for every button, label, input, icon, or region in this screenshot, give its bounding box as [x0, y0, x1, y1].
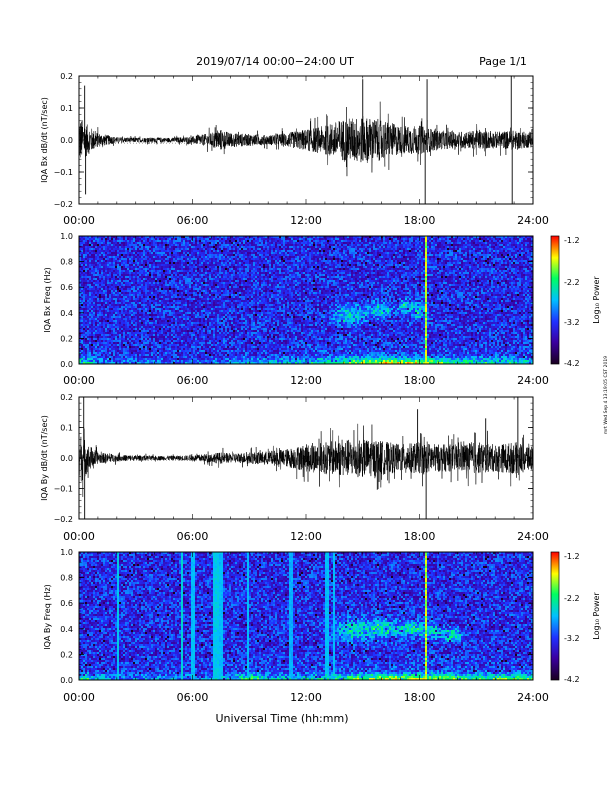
x-tick-label: 18:00 — [404, 214, 436, 227]
credit-note: mrt Wed Sep 4 13:19:05 CST 2019 — [603, 356, 609, 434]
plot-title: 2019/07/14 00:00−24:00 UT — [196, 55, 354, 68]
panel-by-dbdt: 0.2 0.1 0.0 −0.1 −0.2 IQA By dB/dt (nT/sec) — [40, 393, 534, 524]
y-tick-label: 0.1 — [60, 104, 73, 113]
x-tick-label: 18:00 — [404, 691, 436, 704]
by-spectrogram-y-ticks: 1.0 0.8 0.6 0.4 0.2 0.0 — [60, 548, 534, 685]
x-tick-label: 12:00 — [290, 691, 322, 704]
y-tick-label: 0.1 — [60, 424, 73, 433]
y-tick-label: 1.0 — [60, 232, 73, 241]
bx-colorbar-tick: -1.2 — [564, 236, 580, 245]
by-dbdt-y-ticks: 0.2 0.1 0.0 −0.1 −0.2 — [54, 393, 534, 524]
bx-colorbar-label: Log₁₀ Power — [592, 276, 601, 324]
x-tick-label: 24:00 — [517, 374, 549, 387]
x-tick-label: 12:00 — [290, 214, 322, 227]
bx-colorbar-tick: -4.2 — [564, 359, 580, 368]
bx-dbdt-y-ticks: 0.2 0.1 0.0 −0.1 −0.2 — [54, 72, 534, 209]
bx-colorbar-tick: -3.2 — [564, 318, 580, 327]
x-tick-label: 18:00 — [404, 374, 436, 387]
x-tick-label: 18:00 — [404, 530, 436, 543]
y-tick-label: 0.2 — [60, 650, 73, 659]
y-tick-label: 0.2 — [60, 72, 73, 81]
panel3-x-ticks: 00:00 06:00 12:00 18:00 24:00 — [63, 530, 549, 543]
bx-colorbar-gradient — [550, 235, 560, 365]
bx-colorbar: -1.2 -2.2 -3.2 -4.2 Log₁₀ Power — [550, 235, 601, 368]
by-spectrogram-image — [79, 552, 533, 680]
x-tick-label: 24:00 — [517, 530, 549, 543]
y-tick-label: 0.6 — [60, 599, 73, 608]
y-tick-label: 0.6 — [60, 283, 73, 292]
x-tick-label: 06:00 — [177, 374, 209, 387]
x-tick-label: 24:00 — [517, 214, 549, 227]
by-spectrogram-ylabel: IQA By Freq (Hz) — [43, 584, 52, 650]
by-colorbar-gradient — [550, 551, 560, 681]
panel-bx-dbdt: 0.2 0.1 0.0 −0.1 −0.2 IQA Bx dB/dt (nT/sec) — [40, 72, 534, 209]
y-tick-label: −0.1 — [54, 485, 73, 494]
panel4-x-ticks: 00:00 06:00 12:00 18:00 24:00 — [63, 691, 549, 704]
y-tick-label: 0.8 — [60, 258, 73, 267]
y-tick-label: −0.1 — [54, 168, 73, 177]
y-tick-label: 0.0 — [60, 676, 73, 685]
panel2-x-ticks: 00:00 06:00 12:00 18:00 24:00 — [63, 374, 549, 387]
x-tick-label: 00:00 — [63, 691, 95, 704]
spectrogram-raster — [79, 552, 533, 680]
panel-by-spectrogram: 1.0 0.8 0.6 0.4 0.2 0.0 IQA By Freq (Hz) -1.2… — [43, 548, 601, 685]
bx-spectrogram-ylabel: IQA Bx Freq (Hz) — [43, 267, 52, 333]
x-tick-label: 00:00 — [63, 214, 95, 227]
x-tick-label: 12:00 — [290, 374, 322, 387]
x-tick-label: 00:00 — [63, 374, 95, 387]
x-tick-label: 06:00 — [177, 214, 209, 227]
bx-spectrogram-y-ticks: 1.0 0.8 0.6 0.4 0.2 0.0 — [60, 232, 534, 369]
bx-dbdt-trace — [78, 76, 534, 204]
x-tick-label: 06:00 — [177, 530, 209, 543]
by-dbdt-ylabel: IQA By dB/dt (nT/sec) — [40, 415, 49, 501]
spectrogram-raster — [79, 236, 533, 364]
by-colorbar-tick: -2.2 — [564, 594, 580, 603]
by-colorbar-tick: -1.2 — [564, 552, 580, 561]
y-tick-label: 0.2 — [60, 393, 73, 402]
by-colorbar-tick: -3.2 — [564, 634, 580, 643]
x-tick-label: 06:00 — [177, 691, 209, 704]
y-tick-label: −0.2 — [54, 200, 73, 209]
panel1-x-ticks: 00:00 06:00 12:00 18:00 24:00 — [63, 214, 549, 227]
y-tick-label: 1.0 — [60, 548, 73, 557]
y-tick-label: 0.0 — [60, 360, 73, 369]
bx-dbdt-ylabel: IQA Bx dB/dt (nT/sec) — [40, 97, 49, 183]
trace-line — [78, 423, 534, 497]
bx-colorbar-tick: -2.2 — [564, 278, 580, 287]
x-tick-label: 24:00 — [517, 691, 549, 704]
by-colorbar: -1.2 -2.2 -3.2 -4.2 Log₁₀ Power — [550, 551, 601, 684]
y-tick-label: 0.2 — [60, 334, 73, 343]
y-tick-label: 0.4 — [60, 309, 73, 318]
panel-bx-spectrogram: 1.0 0.8 0.6 0.4 0.2 0.0 IQA Bx Freq (Hz) -1.2… — [43, 232, 601, 369]
y-tick-label: −0.2 — [54, 515, 73, 524]
bx-spectrogram-image — [79, 236, 533, 364]
by-colorbar-tick: -4.2 — [564, 675, 580, 684]
x-tick-label: 00:00 — [63, 530, 95, 543]
y-tick-label: 0.0 — [60, 454, 73, 463]
page-indicator: Page 1/1 — [479, 55, 527, 68]
y-tick-label: 0.8 — [60, 574, 73, 583]
x-tick-label: 12:00 — [290, 530, 322, 543]
y-tick-label: 0.0 — [60, 136, 73, 145]
y-tick-label: 0.4 — [60, 625, 73, 634]
by-colorbar-label: Log₁₀ Power — [592, 592, 601, 640]
trace-line — [78, 101, 534, 177]
by-dbdt-trace — [78, 397, 534, 519]
x-axis-label: Universal Time (hh:mm) — [216, 712, 349, 725]
